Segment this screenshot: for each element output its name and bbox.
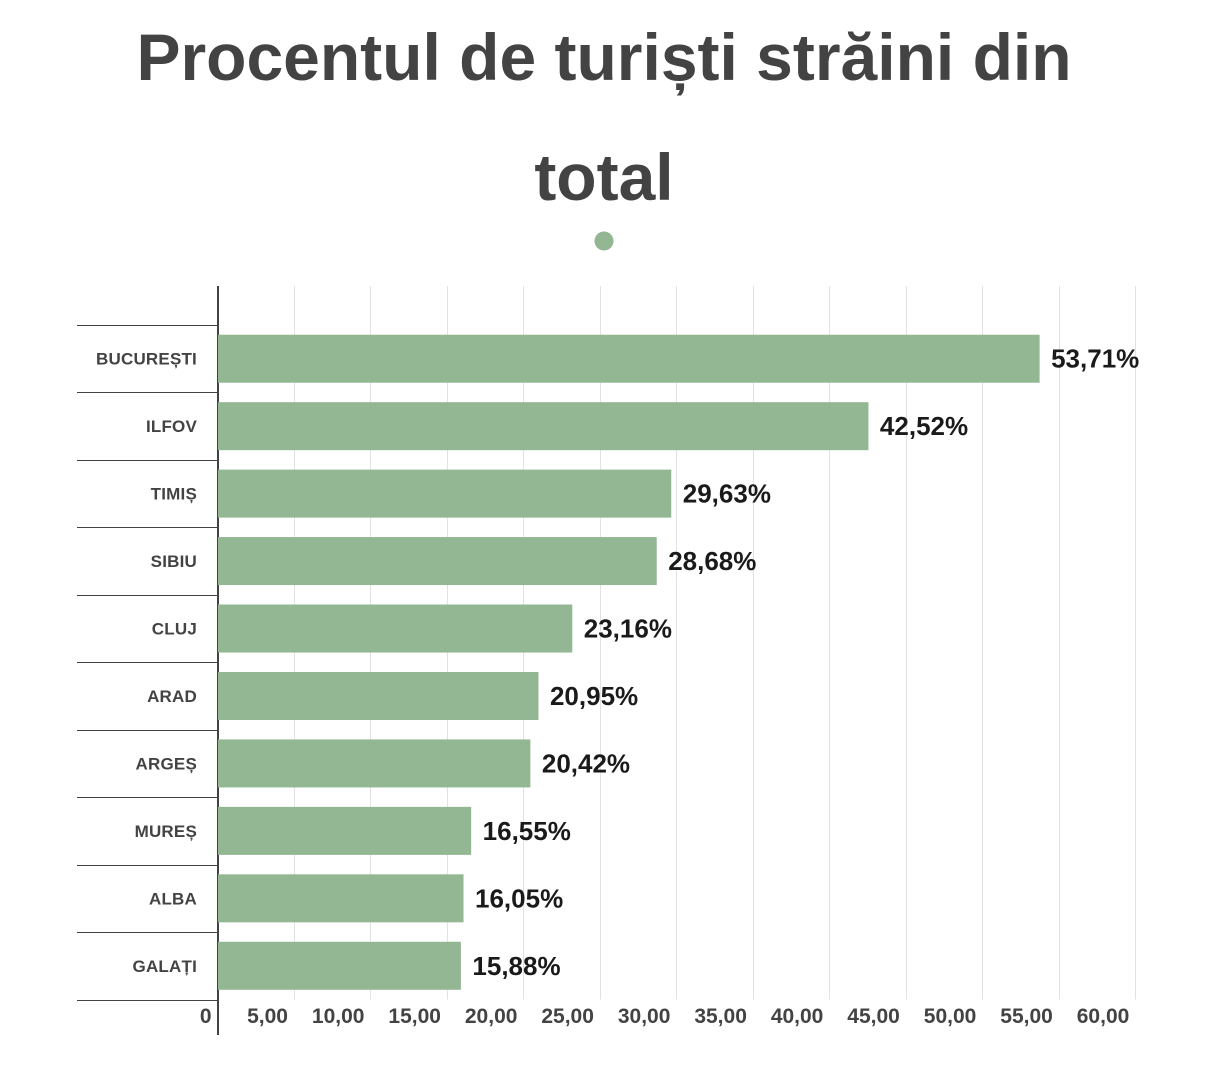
- svg-text:ILFOV: ILFOV: [146, 417, 198, 436]
- svg-text:42,52%: 42,52%: [880, 411, 968, 441]
- svg-text:GALAȚI: GALAȚI: [133, 957, 197, 976]
- svg-text:Procentul de turiști străini d: Procentul de turiști străini din: [136, 20, 1071, 96]
- svg-text:29,63%: 29,63%: [683, 479, 771, 509]
- svg-text:16,05%: 16,05%: [475, 883, 563, 913]
- svg-text:MUREȘ: MUREȘ: [135, 822, 197, 841]
- svg-text:ALBA: ALBA: [149, 889, 197, 908]
- svg-text:BUCUREȘTI: BUCUREȘTI: [96, 350, 197, 369]
- svg-text:20,42%: 20,42%: [542, 748, 630, 778]
- svg-text:28,68%: 28,68%: [668, 546, 756, 576]
- svg-text:50,00: 50,00: [924, 1005, 977, 1028]
- svg-text:10,00: 10,00: [312, 1005, 365, 1028]
- svg-text:0: 0: [200, 1005, 212, 1028]
- svg-text:23,16%: 23,16%: [584, 614, 672, 644]
- svg-text:20,00: 20,00: [465, 1005, 518, 1028]
- svg-text:20,95%: 20,95%: [550, 681, 638, 711]
- svg-text:53,71%: 53,71%: [1051, 344, 1139, 374]
- svg-text:15,88%: 15,88%: [472, 951, 560, 981]
- svg-text:SIBIU: SIBIU: [151, 552, 197, 571]
- svg-text:15,00: 15,00: [388, 1005, 441, 1028]
- svg-text:45,00: 45,00: [847, 1005, 900, 1028]
- svg-text:total: total: [534, 140, 673, 214]
- svg-text:40,00: 40,00: [771, 1005, 824, 1028]
- svg-text:35,00: 35,00: [694, 1005, 747, 1028]
- svg-text:ARGEȘ: ARGEȘ: [136, 754, 197, 773]
- svg-text:CLUJ: CLUJ: [152, 620, 197, 639]
- svg-text:25,00: 25,00: [541, 1005, 594, 1028]
- svg-text:60,00: 60,00: [1077, 1005, 1130, 1028]
- svg-text:5,00: 5,00: [247, 1005, 288, 1028]
- svg-text:30,00: 30,00: [618, 1005, 671, 1028]
- svg-text:TIMIȘ: TIMIȘ: [151, 485, 197, 504]
- svg-text:16,55%: 16,55%: [483, 816, 571, 846]
- svg-text:55,00: 55,00: [1000, 1005, 1053, 1028]
- svg-text:ARAD: ARAD: [147, 687, 197, 706]
